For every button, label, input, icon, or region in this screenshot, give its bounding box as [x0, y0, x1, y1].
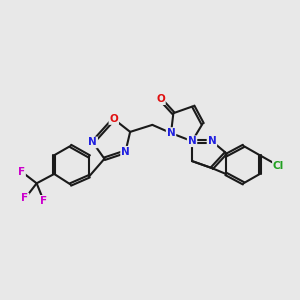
Text: N: N: [188, 136, 197, 146]
Text: N: N: [167, 128, 176, 138]
Text: O: O: [110, 114, 118, 124]
Text: O: O: [156, 94, 165, 104]
Text: N: N: [121, 147, 130, 157]
Text: F: F: [40, 196, 47, 206]
Text: F: F: [21, 194, 28, 203]
Text: Cl: Cl: [273, 161, 284, 171]
Text: N: N: [208, 136, 216, 146]
Text: F: F: [18, 167, 25, 177]
Text: N: N: [88, 137, 97, 147]
